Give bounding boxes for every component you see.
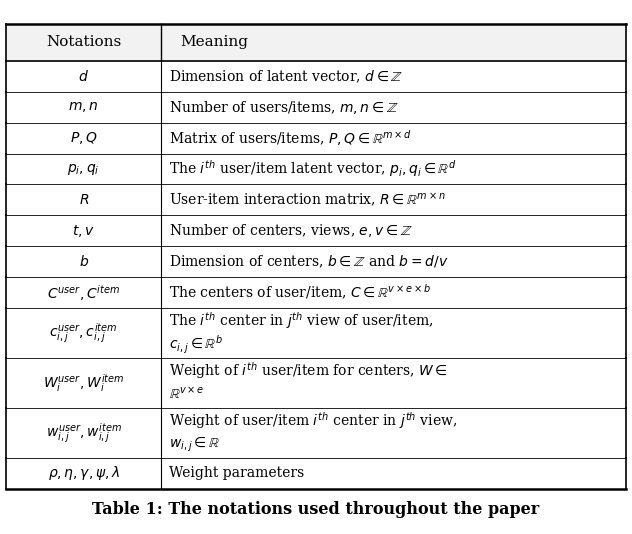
Text: Weight of user/item $i^{th}$ center in $j^{th}$ view,: Weight of user/item $i^{th}$ center in $… xyxy=(169,410,457,431)
Text: $w_{i,j} \in \mathbb{R}$: $w_{i,j} \in \mathbb{R}$ xyxy=(169,436,220,454)
Text: $\rho, \eta, \gamma, \psi, \lambda$: $\rho, \eta, \gamma, \psi, \lambda$ xyxy=(47,464,120,482)
Text: $w_{i,j}^{user}, w_{i,j}^{item}$: $w_{i,j}^{user}, w_{i,j}^{item}$ xyxy=(46,421,122,445)
Bar xyxy=(6,92,626,123)
Text: $R$: $R$ xyxy=(78,193,89,207)
Text: Dimension of centers, $b \in \mathbb{Z}$ and $b = d/v$: Dimension of centers, $b \in \mathbb{Z}$… xyxy=(169,254,449,270)
Bar xyxy=(6,277,626,308)
Text: Dimension of latent vector, $d \in \mathbb{Z}$: Dimension of latent vector, $d \in \math… xyxy=(169,68,403,84)
Text: User-item interaction matrix, $R \in \mathbb{R}^{m\times n}$: User-item interaction matrix, $R \in \ma… xyxy=(169,191,446,209)
Text: $P, Q$: $P, Q$ xyxy=(70,130,98,146)
Text: Weight of $i^{th}$ user/item for centers, $W \in$: Weight of $i^{th}$ user/item for centers… xyxy=(169,360,447,381)
Text: $m, n$: $m, n$ xyxy=(68,100,99,114)
Text: $\mathbb{R}^{v\times e}$: $\mathbb{R}^{v\times e}$ xyxy=(169,387,204,403)
Text: The centers of user/item, $C \in \mathbb{R}^{v\times e\times b}$: The centers of user/item, $C \in \mathbb… xyxy=(169,283,431,302)
Text: $d$: $d$ xyxy=(78,69,89,84)
Text: $W_i^{user}, W_i^{item}$: $W_i^{user}, W_i^{item}$ xyxy=(43,372,125,394)
Text: $b$: $b$ xyxy=(78,254,89,269)
Text: Number of users/items, $m, n \in \mathbb{Z}$: Number of users/items, $m, n \in \mathbb… xyxy=(169,99,398,116)
Bar xyxy=(6,184,626,215)
Bar xyxy=(6,61,626,92)
Text: The $i^{th}$ user/item latent vector, $p_i, q_i \in \mathbb{R}^{d}$: The $i^{th}$ user/item latent vector, $p… xyxy=(169,159,456,179)
Text: Meaning: Meaning xyxy=(180,35,248,50)
Text: Number of centers, views, $e, v \in \mathbb{Z}$: Number of centers, views, $e, v \in \mat… xyxy=(169,222,412,239)
Text: $t, v$: $t, v$ xyxy=(72,223,95,239)
Bar xyxy=(6,358,626,408)
Bar xyxy=(6,24,626,61)
Text: Notations: Notations xyxy=(46,35,121,50)
Text: The $i^{th}$ center in $j^{th}$ view of user/item,: The $i^{th}$ center in $j^{th}$ view of … xyxy=(169,310,433,331)
Bar xyxy=(6,154,626,184)
Bar xyxy=(6,458,626,489)
Bar xyxy=(6,246,626,277)
Text: Table 1: The notations used throughout the paper: Table 1: The notations used throughout t… xyxy=(92,501,540,519)
Bar xyxy=(6,215,626,246)
Bar xyxy=(6,308,626,358)
Text: Weight parameters: Weight parameters xyxy=(169,466,304,480)
Text: $c_{i,j}^{user}, c_{i,j}^{item}$: $c_{i,j}^{user}, c_{i,j}^{item}$ xyxy=(49,321,118,345)
Text: $C^{user}, C^{item}$: $C^{user}, C^{item}$ xyxy=(47,282,120,303)
Bar xyxy=(6,123,626,154)
Text: Matrix of users/items, $P, Q \in \mathbb{R}^{m\times d}$: Matrix of users/items, $P, Q \in \mathbb… xyxy=(169,128,412,148)
Text: $p_i, q_i$: $p_i, q_i$ xyxy=(68,162,100,177)
Text: $c_{i,j} \in \mathbb{R}^{b}$: $c_{i,j} \in \mathbb{R}^{b}$ xyxy=(169,334,222,356)
Bar xyxy=(6,408,626,458)
